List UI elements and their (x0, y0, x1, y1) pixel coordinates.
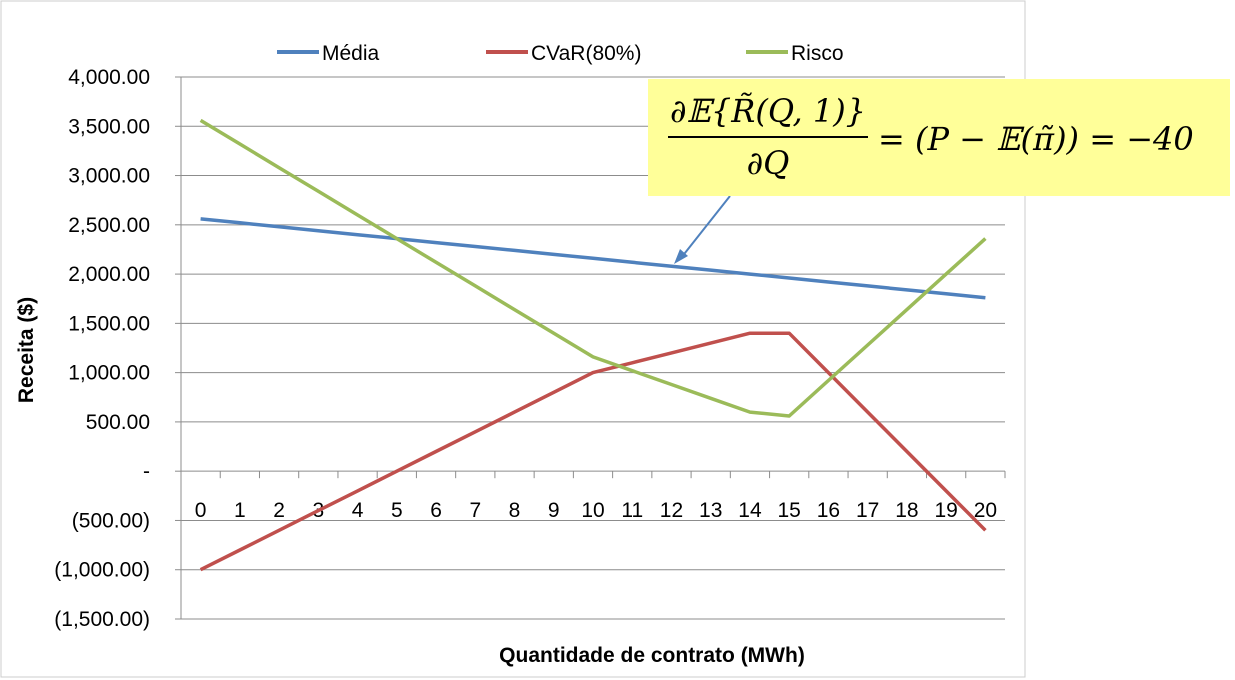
formula: ∂𝔼{R̃(Q, 1)} ∂Q = (P − 𝔼(π̃)) = −40 (648, 79, 1230, 196)
x-tick-label: 1 (234, 499, 246, 522)
fraction-bar (668, 136, 868, 138)
y-tick-label: 1,500.00 (68, 312, 150, 335)
series-line-cvar-80 (199, 331, 987, 572)
y-tick-label: 4,000.00 (68, 66, 150, 89)
series-line-m-dia (200, 217, 986, 300)
legend-label-risco: Risco (791, 42, 844, 65)
y-tick-label: - (143, 460, 150, 483)
y-tick-label: 2,000.00 (68, 263, 150, 286)
x-tick-label: 0 (195, 499, 207, 522)
x-tick-label: 15 (778, 499, 801, 522)
x-tick-label: 8 (509, 499, 521, 522)
x-tick-label: 6 (430, 499, 442, 522)
x-tick-label: 12 (660, 499, 683, 522)
formula-fraction: ∂𝔼{R̃(Q, 1)} ∂Q (668, 89, 868, 185)
x-tick-label: 5 (391, 499, 403, 522)
axes (175, 76, 1006, 620)
series-line-risco (199, 118, 987, 418)
x-tick-label: 9 (548, 499, 560, 522)
x-tick-label: 18 (895, 499, 918, 522)
y-axis-title: Receita ($) (15, 297, 38, 403)
x-tick-label: 2 (273, 499, 285, 522)
formula-numerator: ∂𝔼{R̃(Q, 1)} (669, 92, 867, 130)
x-axis-title: Quantidade de contrato (MWh) (499, 644, 805, 667)
x-tick-label: 20 (974, 499, 997, 522)
x-tick-label: 7 (469, 499, 481, 522)
x-tick-label: 11 (621, 499, 643, 522)
y-tick-labels: (1,500.00) (1,000.00) (500.00) - 500.00 1,000… (54, 66, 150, 631)
annotation-arrow (674, 195, 731, 264)
y-tick-label: 1,000.00 (68, 362, 150, 385)
x-tick-label: 13 (699, 499, 722, 522)
x-tick-label: 17 (856, 499, 879, 522)
y-tick-label: 500.00 (86, 411, 150, 434)
y-tick-label: 3,500.00 (68, 115, 150, 138)
gridlines (181, 76, 1005, 620)
y-tick-label: (1,500.00) (54, 608, 150, 631)
y-tick-label: (500.00) (72, 509, 150, 532)
y-tick-label: 3,000.00 (68, 165, 150, 188)
x-tick-label: 14 (738, 499, 762, 522)
formula-rhs: = (P − 𝔼(π̃)) = −40 (878, 120, 1194, 158)
x-tick-label: 16 (817, 499, 840, 522)
legend-label-m-dia: Média (322, 42, 380, 65)
legend-label-cvar-80: CVaR(80%) (531, 42, 641, 65)
formula-denominator: ∂Q (746, 144, 790, 182)
legend: Média CVaR(80%) Risco (277, 42, 844, 65)
y-tick-label: 2,500.00 (68, 214, 150, 237)
y-tick-label: (1,000.00) (54, 559, 150, 582)
formula-box: ∂𝔼{R̃(Q, 1)} ∂Q = (P − 𝔼(π̃)) = −40 (648, 79, 1230, 196)
x-tick-label: 10 (581, 499, 604, 522)
series-lines (199, 118, 987, 572)
x-tick-label: 19 (934, 499, 957, 522)
x-tick-label: 4 (352, 499, 364, 522)
